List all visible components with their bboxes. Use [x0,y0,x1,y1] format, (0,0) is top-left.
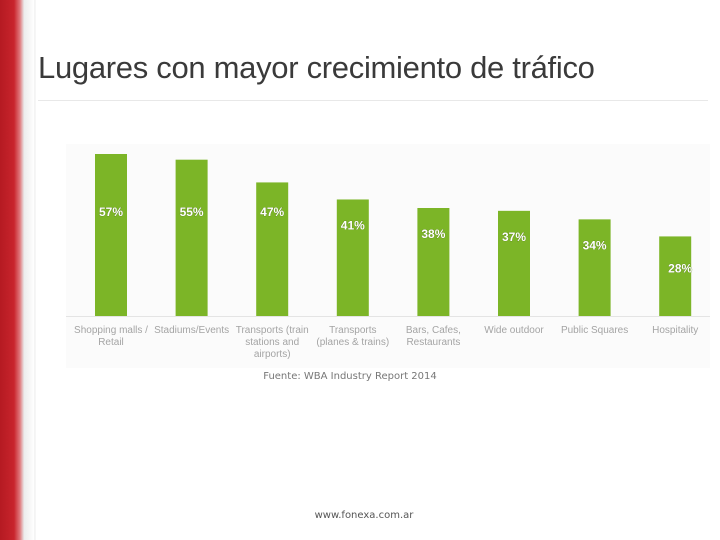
x-tick-label: Public Squares [561,325,628,336]
x-tick-label: Wide outdoor [484,325,544,336]
bar-value-label: 57% [99,205,123,219]
title-divider [38,100,708,101]
bar-value-label: 38% [421,227,445,241]
bar [578,219,611,316]
bar-value-label: 47% [260,205,284,219]
x-tick-label: Bars, Cafes, Restaurants [406,325,461,348]
x-tick-label: Shopping malls / Retail [74,325,148,348]
bar-value-label: 55% [180,205,204,219]
bar [336,199,369,316]
bar [95,154,127,316]
bar [256,182,289,316]
x-tick-label: Transports (planes & trains) [316,325,389,348]
bar [659,236,692,316]
slide-accent-band [0,0,36,540]
x-tick-label: Transports (train stations and airports) [236,325,309,360]
bar-value-label: 34% [583,238,607,252]
bar-chart-svg: 57% Shopping malls / Retail 55% Stadiums/Eve… [66,154,710,360]
bar-value-label: 37% [502,230,526,244]
chart-source-note: Fuente: WBA Industry Report 2014 [263,371,437,382]
footer-url: www.fonexa.com.ar [314,510,414,521]
bar-chart: 57% Shopping malls / Retail 55% Stadiums/Eve… [66,144,710,368]
x-tick-label: Hospitality [652,325,698,336]
x-tick-label: Stadiums/Events [154,325,229,336]
bar [175,159,208,316]
bar [498,210,530,316]
slide-title: Lugares con mayor crecimiento de tráfico [38,50,595,85]
bar-value-label: 41% [341,218,365,232]
bar-value-label: 28% [668,261,692,275]
bar [417,208,450,316]
